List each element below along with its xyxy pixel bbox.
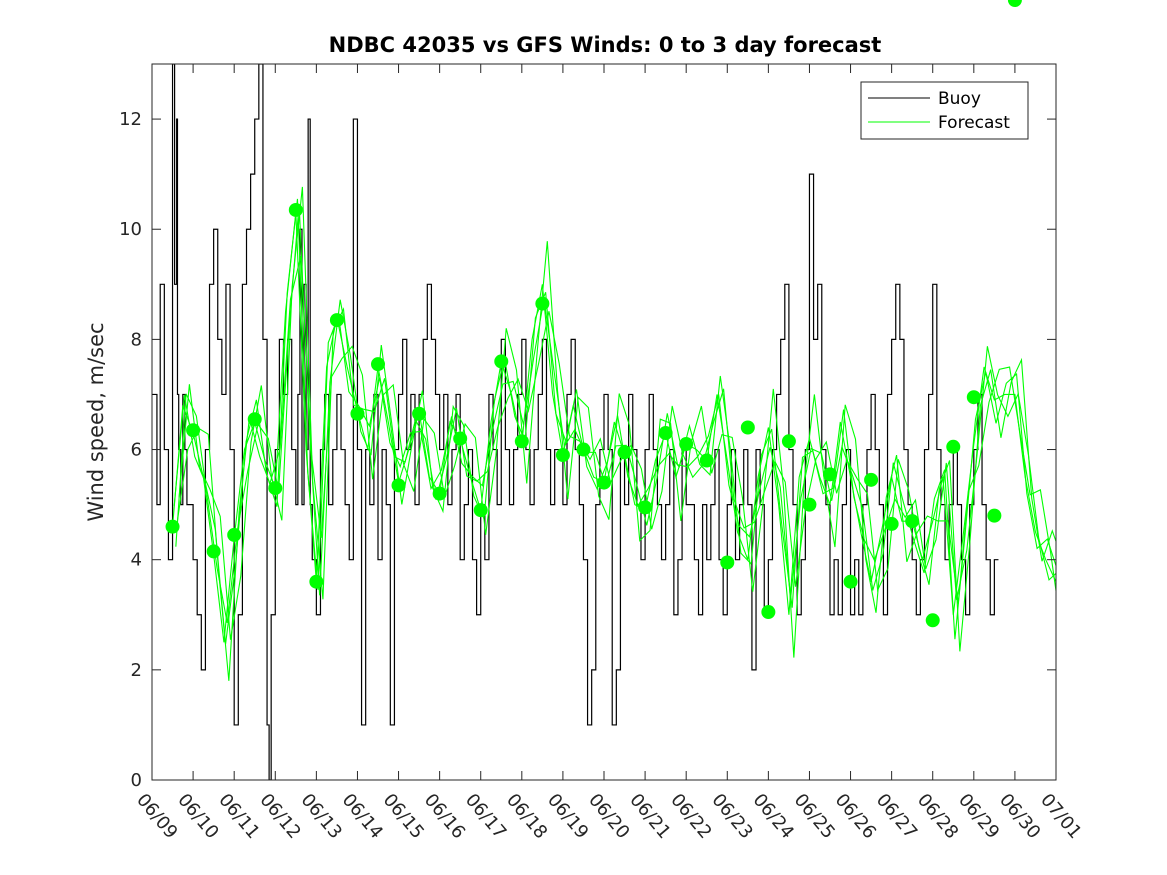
legend-label-forecast: Forecast bbox=[938, 113, 1010, 133]
forecast-point-marker bbox=[679, 437, 694, 452]
y-tick-label: 8 bbox=[131, 329, 142, 350]
forecast-point-marker bbox=[268, 481, 283, 496]
buoy-series-line bbox=[152, 64, 999, 780]
forecast-point-marker bbox=[391, 478, 406, 493]
legend: Buoy Forecast bbox=[860, 81, 1029, 140]
forecast-point-marker bbox=[288, 202, 303, 217]
forecast-point-marker bbox=[966, 390, 981, 405]
forecast-point-marker bbox=[987, 508, 1002, 523]
forecast-point-marker bbox=[535, 296, 550, 311]
y-tick-label: 4 bbox=[131, 550, 142, 571]
forecast-point-marker bbox=[946, 439, 961, 454]
forecast-point-marker bbox=[802, 497, 817, 512]
y-axis-label: Wind speed, m/sec bbox=[84, 322, 108, 521]
forecast-point-marker bbox=[412, 406, 427, 421]
y-tick-label: 6 bbox=[131, 440, 142, 461]
forecast-point-marker bbox=[494, 354, 509, 369]
forecast-point-marker bbox=[350, 406, 365, 421]
forecast-point-marker bbox=[925, 613, 940, 628]
forecast-point-marker bbox=[227, 527, 242, 542]
forecast-point-marker bbox=[884, 516, 899, 531]
forecast-point-marker bbox=[1007, 0, 1022, 7]
forecast-point-marker bbox=[740, 420, 755, 435]
forecast-point-marker bbox=[371, 357, 385, 372]
forecast-point-marker bbox=[761, 605, 776, 620]
forecast-point-marker bbox=[165, 519, 180, 534]
forecast-point-marker bbox=[617, 445, 632, 460]
forecast-point-marker bbox=[658, 426, 673, 441]
forecast-point-marker bbox=[781, 434, 796, 449]
y-tick-label: 0 bbox=[131, 770, 142, 791]
y-axis: 0 2 4 6 8 10 12 bbox=[119, 109, 1056, 791]
marker-layer bbox=[165, 0, 1022, 628]
forecast-series-line bbox=[178, 186, 1056, 652]
forecast-point-marker bbox=[638, 500, 653, 515]
forecast-point-marker bbox=[843, 574, 858, 589]
forecast-point-marker bbox=[514, 434, 529, 449]
forecast-series-line bbox=[176, 241, 1056, 681]
y-tick-label: 10 bbox=[119, 219, 142, 240]
plot-area bbox=[151, 0, 1057, 781]
forecast-point-marker bbox=[699, 453, 714, 468]
forecast-point-marker bbox=[473, 503, 488, 518]
legend-label-buoy: Buoy bbox=[938, 89, 981, 109]
forecast-point-marker bbox=[720, 555, 735, 570]
chart-title: NDBC 42035 vs GFS Winds: 0 to 3 day fore… bbox=[329, 33, 882, 57]
forecast-point-marker bbox=[309, 574, 324, 589]
forecast-point-marker bbox=[186, 423, 201, 438]
forecast-point-marker bbox=[555, 448, 570, 463]
forecast-point-marker bbox=[206, 544, 221, 559]
forecast-point-marker bbox=[597, 475, 611, 490]
forecast-point-marker bbox=[823, 467, 837, 482]
forecast-point-marker bbox=[864, 472, 879, 487]
y-tick-label: 2 bbox=[131, 660, 142, 681]
forecast-point-marker bbox=[329, 313, 344, 328]
y-tick-label: 12 bbox=[119, 109, 142, 130]
forecast-point-marker bbox=[453, 431, 468, 446]
forecast-point-marker bbox=[247, 412, 262, 427]
forecast-point-marker bbox=[576, 442, 591, 457]
forecast-point-marker bbox=[432, 486, 447, 501]
legend-box bbox=[860, 81, 1029, 140]
forecast-point-marker bbox=[905, 514, 920, 529]
